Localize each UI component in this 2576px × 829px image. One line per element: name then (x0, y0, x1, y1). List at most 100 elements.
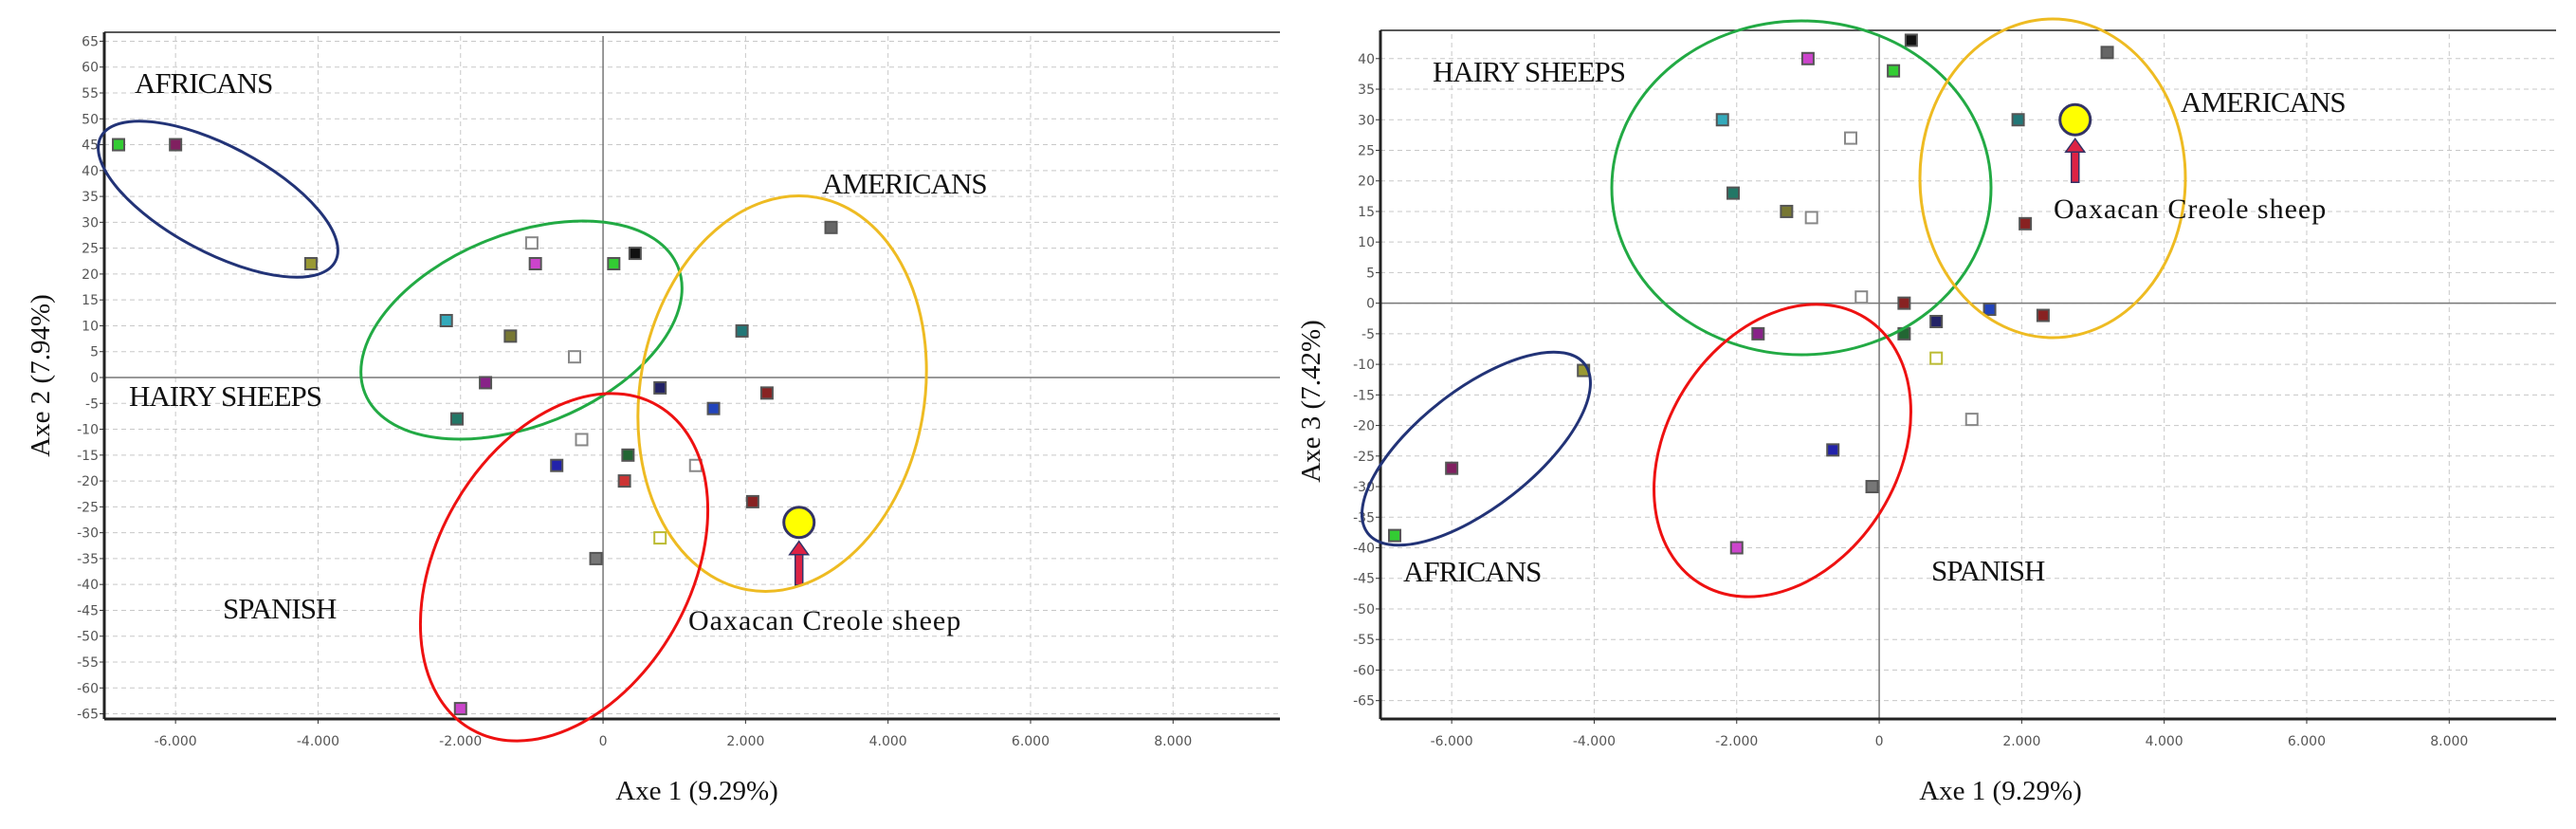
data-point (303, 257, 318, 270)
ellipse-africans (1361, 350, 1592, 547)
x-tick-label: -4.000 (1573, 734, 1616, 749)
y-tick-label: -20 (77, 474, 99, 489)
data-point (1865, 480, 1879, 494)
data-point (528, 257, 542, 270)
group-label-hairy-sheeps: HAIRY SHEEPS (129, 379, 321, 413)
group-label-spanish: SPANISH (1931, 554, 2045, 587)
y-tick-label: 10 (82, 319, 99, 334)
data-point (628, 247, 642, 261)
ellipse-americans (1918, 17, 2187, 340)
data-point (1904, 33, 1918, 47)
group-label-hairy-sheeps: HAIRY SHEEPS (1433, 55, 1625, 88)
group-label-americans: AMERICANS (2181, 85, 2346, 119)
y-tick-label: -20 (1353, 419, 1375, 434)
data-point (1844, 131, 1857, 145)
x-tick-label: -6.000 (155, 734, 197, 749)
x-tick-label: -2.000 (439, 734, 482, 749)
data-point (568, 350, 581, 364)
data-point (1929, 314, 1944, 328)
data-point (524, 236, 539, 250)
y-tick-label: 35 (1358, 83, 1375, 98)
y-tick-label: -35 (77, 552, 99, 567)
data-point (1826, 443, 1840, 457)
data-point (550, 458, 564, 472)
x-tick-label: -2.000 (1715, 734, 1758, 749)
oaxacan-annotation: Oaxacan Creole sheep (688, 605, 961, 636)
y-tick-label: -25 (77, 500, 99, 515)
y-tick-label: -45 (1353, 572, 1375, 587)
y-tick-label: 25 (1358, 143, 1375, 158)
y-tick-label: 0 (1366, 297, 1375, 312)
data-point (439, 314, 453, 327)
x-tick-label: 6.000 (2288, 734, 2326, 749)
ellipse-spanish (1653, 303, 1912, 599)
oaxacan-point (782, 506, 816, 540)
plot-area-axe1-axe2: 65605550454035302520151050-5-10-15-20-25… (77, 31, 1280, 749)
y-tick-label: 30 (82, 215, 99, 230)
x-tick-label: -6.000 (1431, 734, 1473, 749)
y-axis-title: Axe 3 (7.42%) (1296, 320, 1326, 483)
ellipse-africans (97, 120, 339, 279)
data-point (621, 448, 635, 462)
data-point (653, 531, 667, 545)
y-tick-label: 40 (82, 164, 99, 179)
x-tick-label: 8.000 (2430, 734, 2468, 749)
y-tick-label: 20 (82, 267, 99, 283)
group-label-spanish: SPANISH (223, 592, 337, 625)
y-tick-label: -65 (77, 708, 99, 723)
y-tick-label: 30 (1358, 113, 1375, 128)
data-point (1729, 541, 1744, 555)
data-point (1388, 528, 1402, 543)
x-tick-label: 4.000 (2146, 734, 2183, 749)
y-tick-label: -40 (1353, 542, 1375, 557)
x-tick-label: -4.000 (297, 734, 339, 749)
y-tick-label: -55 (1353, 633, 1375, 648)
data-point (653, 380, 667, 395)
x-tick-label: 2.000 (726, 734, 764, 749)
data-point (1715, 113, 1729, 127)
data-point (1897, 296, 1911, 310)
y-tick-label: 55 (82, 86, 99, 101)
y-tick-label: 40 (1358, 52, 1375, 67)
data-point (479, 376, 493, 390)
group-label-americans: AMERICANS (822, 167, 987, 200)
y-tick-label: -35 (1353, 510, 1375, 525)
oaxacan-point (2058, 102, 2092, 137)
x-tick-label: 6.000 (1012, 734, 1050, 749)
data-point (169, 138, 183, 152)
y-tick-label: 15 (1358, 205, 1375, 220)
y-tick-label: 25 (82, 242, 99, 257)
y-tick-label: -55 (77, 655, 99, 671)
y-tick-label: 20 (1358, 175, 1375, 190)
arrow-shaft (794, 551, 804, 586)
y-tick-label: 5 (1366, 266, 1375, 281)
data-point (503, 329, 518, 343)
y-tick-label: 45 (82, 138, 99, 154)
data-point (589, 551, 603, 565)
x-tick-label: 0 (599, 734, 608, 749)
y-tick-label: -5 (1361, 327, 1375, 342)
data-point (745, 494, 759, 508)
data-point (1751, 326, 1765, 341)
y-tick-label: -60 (77, 681, 99, 696)
ellipse-hairy-sheeps (1610, 19, 1993, 357)
arrow-up-icon (788, 540, 811, 556)
left-scatter-panel: 65605550454035302520151050-5-10-15-20-25… (26, 31, 1280, 806)
x-tick-label: 0 (1875, 734, 1884, 749)
data-point (575, 433, 589, 447)
y-tick-label: -10 (1353, 358, 1375, 373)
y-axis-title: Axe 2 (7.94%) (26, 294, 56, 457)
y-tick-label: 5 (90, 345, 99, 360)
data-point (2100, 46, 2114, 60)
y-tick-label: -10 (77, 423, 99, 438)
data-point (1800, 51, 1815, 65)
y-tick-label: 65 (82, 34, 99, 49)
y-tick-label: -50 (77, 630, 99, 645)
data-point (1854, 290, 1869, 304)
y-tick-label: 10 (1358, 235, 1375, 250)
y-tick-label: -15 (77, 449, 99, 464)
y-tick-label: 35 (82, 190, 99, 205)
data-point (607, 257, 621, 270)
data-point (2019, 216, 2033, 230)
